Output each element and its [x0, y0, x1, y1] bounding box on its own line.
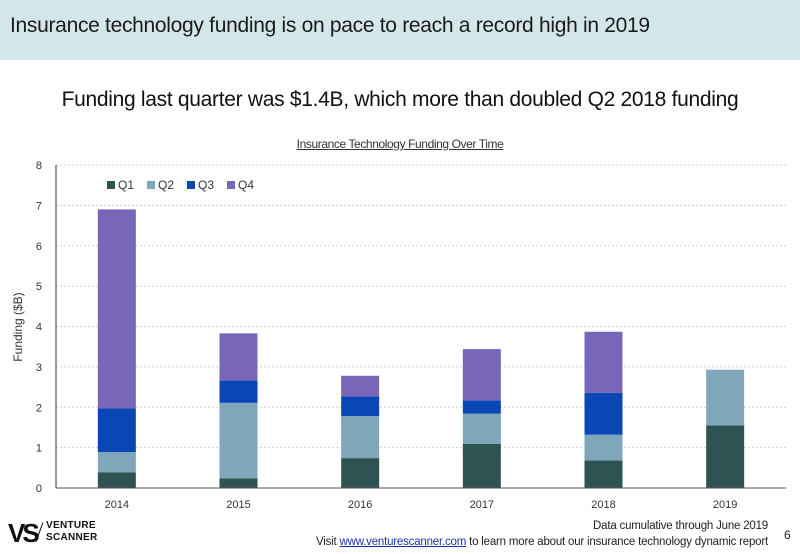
x-tick-labels: 2014 2015 2016 2017 2018 2019	[105, 499, 738, 511]
x-tick-label: 2017	[470, 499, 494, 511]
x-tick-label: 2018	[591, 499, 615, 511]
bar-2016-q1	[341, 458, 380, 488]
gridlines	[56, 164, 786, 449]
legend-label: Q4	[238, 178, 254, 192]
bars	[97, 209, 745, 488]
legend-label: Q3	[198, 178, 214, 192]
bar-2014-q4	[97, 209, 136, 409]
bar-2018-q3	[584, 392, 623, 435]
bar-2014-q2	[97, 452, 136, 473]
bar-2019-q1	[706, 425, 745, 488]
legend-swatch	[147, 181, 155, 189]
bar-2017-q4	[462, 349, 501, 401]
visit-suffix: to learn more about our insurance techno…	[466, 536, 768, 548]
y-tick-label: 6	[36, 241, 42, 253]
page-title: Insurance technology funding is on pace …	[10, 14, 650, 37]
legend-item-q3: Q3	[187, 178, 214, 192]
x-tick-label: 2019	[713, 499, 737, 511]
visit-prefix: Visit	[315, 536, 340, 548]
bar-2018-q2	[584, 434, 623, 461]
bar-2015-q3	[219, 380, 258, 403]
bar-2014-q3	[97, 408, 136, 453]
y-tick-label: 3	[36, 362, 42, 374]
visit-text: Visit www.venturescanner.com to learn mo…	[316, 536, 768, 548]
legend: Q1 Q2 Q3 Q4	[107, 178, 254, 192]
logo-line-2: SCANNER	[46, 532, 98, 543]
header-banner: Insurance technology funding is on pace …	[0, 0, 800, 60]
legend-item-q1: Q1	[107, 178, 134, 192]
y-tick-label: 0	[36, 483, 42, 495]
logo-mark: VS	[8, 518, 40, 548]
data-note: Data cumulative through June 2019	[593, 520, 768, 532]
subtitle: Funding last quarter was $1.4B, which mo…	[61, 88, 739, 111]
x-tick-label: 2015	[226, 499, 250, 511]
y-tick-label: 1	[36, 443, 42, 455]
bar-2015-q2	[219, 402, 258, 479]
legend-item-q2: Q2	[147, 178, 174, 192]
bar-2017-q1	[462, 443, 501, 488]
x-tick-label: 2014	[105, 499, 129, 511]
bar-2014-q1	[97, 472, 136, 488]
legend-label: Q2	[158, 178, 174, 192]
logo-wordmark: VENTURE SCANNER	[46, 520, 98, 544]
bar-2015-q4	[219, 333, 258, 381]
logo-line-1: VENTURE	[46, 520, 96, 531]
bar-2016-q4	[341, 375, 380, 397]
y-tick-label: 5	[36, 281, 42, 293]
legend-swatch	[107, 181, 115, 189]
y-tick-label: 7	[36, 200, 42, 212]
website-link[interactable]: www.venturescanner.com	[339, 536, 467, 548]
y-axis-label: Funding ($B)	[11, 292, 25, 361]
bar-2018-q4	[584, 331, 623, 393]
page-number: 6	[784, 528, 791, 542]
venture-scanner-logo: VS VENTURE SCANNER	[8, 518, 128, 550]
y-tick-label: 4	[36, 322, 42, 334]
bar-2019-q2	[706, 369, 745, 426]
bar-2016-q2	[341, 416, 380, 459]
chart-title: Insurance Technology Funding Over Time	[296, 137, 504, 151]
bar-2015-q1	[219, 478, 258, 488]
legend-swatch	[227, 181, 235, 189]
bar-2017-q2	[462, 413, 501, 444]
bar-2018-q1	[584, 460, 623, 488]
legend-item-q4: Q4	[227, 178, 254, 192]
legend-swatch	[187, 181, 195, 189]
x-tick-label: 2016	[348, 499, 372, 511]
legend-label: Q1	[118, 178, 134, 192]
y-tick-label: 2	[36, 402, 42, 414]
y-tick-labels: 0 1 2 3 4 5 6 7 8	[36, 160, 42, 495]
y-tick-label: 8	[36, 160, 42, 172]
bar-2017-q3	[462, 400, 501, 414]
bar-2016-q3	[341, 396, 380, 417]
